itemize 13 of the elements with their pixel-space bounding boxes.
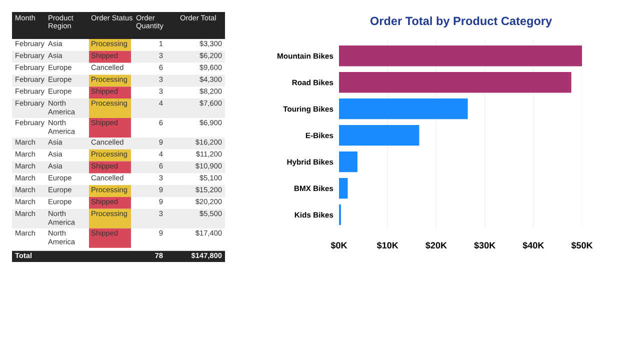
bar (339, 98, 468, 120)
bar (339, 151, 358, 172)
chart-title: Order Total by Product Category (370, 16, 552, 28)
x-tick-label: $0K (330, 242, 348, 250)
bar (339, 178, 348, 199)
x-tick-label: $40K (522, 242, 544, 250)
x-tick-label: $10K (376, 242, 398, 250)
x-tick-label: $50K (571, 242, 593, 250)
bar (339, 124, 420, 146)
bar (339, 72, 572, 93)
x-tick-label: $20K (426, 242, 447, 250)
x-tick-label: $30K (474, 242, 496, 250)
bar (339, 46, 582, 66)
